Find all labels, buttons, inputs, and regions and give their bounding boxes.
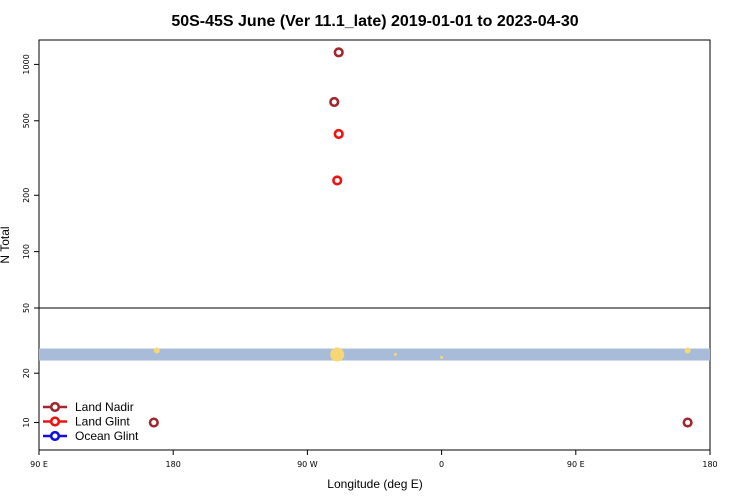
y-tick-label: 200 <box>22 188 31 203</box>
legend-label-land-glint: Land Glint <box>75 415 130 429</box>
legend-label-ocean-glint: Ocean Glint <box>75 429 139 443</box>
y-tick-label: 1000 <box>22 54 31 74</box>
legend-marker-land-glint <box>49 416 61 427</box>
land-glint-point <box>333 128 344 140</box>
x-axis: 90 E 180 90 W 0 90 E 180 <box>30 450 718 469</box>
land-nadir-point <box>329 96 340 108</box>
y-axis: 50 100 200 500 1000 10 20 <box>22 54 39 428</box>
x-tick-label: 180 <box>166 460 181 469</box>
y-tick-label: 20 <box>22 368 31 378</box>
land-nadir-point <box>148 417 159 428</box>
x-tick-label: 180 <box>702 460 717 469</box>
legend-marker-ocean-glint <box>49 430 61 442</box>
highlight-point <box>440 355 444 359</box>
lower-panel-band <box>39 348 710 361</box>
land-nadir-point <box>333 47 344 58</box>
x-tick-label: 90 E <box>567 460 585 469</box>
plot-area <box>38 39 711 451</box>
chart-title: 50S-45S June (Ver 11.1_late) 2019-01-01 … <box>171 13 578 30</box>
y-axis-label: N Total <box>0 226 12 263</box>
legend-marker-land-nadir <box>49 401 61 413</box>
y-tick-label: 500 <box>22 113 31 128</box>
highlight-point <box>153 347 160 354</box>
y-tick-label: 10 <box>22 417 31 427</box>
highlight-point <box>393 353 397 357</box>
x-tick-label: 0 <box>439 460 444 469</box>
x-axis-label: Longitude (deg E) <box>327 477 422 491</box>
y-tick-label: 50 <box>22 303 31 313</box>
x-tick-label: 90 W <box>297 460 318 469</box>
land-nadir-point <box>682 417 693 428</box>
highlight-point <box>684 347 691 354</box>
highlight-point <box>330 347 345 362</box>
land-glint-point <box>332 175 343 186</box>
x-tick-label: 90 E <box>30 460 48 469</box>
y-tick-label: 100 <box>22 244 31 259</box>
legend-label-land-nadir: Land Nadir <box>75 400 134 414</box>
plot-frame <box>38 39 711 451</box>
